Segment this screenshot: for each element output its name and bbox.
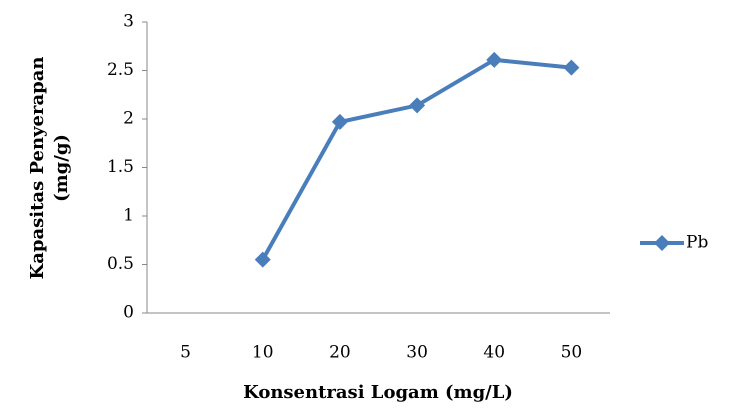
x-tick-label: 30 xyxy=(406,343,428,363)
x-tick-label: 20 xyxy=(329,343,351,363)
data-marker xyxy=(331,113,348,130)
x-tick-label: 10 xyxy=(252,343,274,363)
y-tick-label: 3 xyxy=(123,12,134,32)
y-tick-label: 1 xyxy=(123,206,134,226)
y-tick-label: 0 xyxy=(123,303,134,323)
x-axis-title: Konsentrasi Logam (mg/L) xyxy=(243,382,513,403)
x-tick-label: 40 xyxy=(483,343,505,363)
data-marker xyxy=(563,59,580,76)
y-axis-title-line: Kapasitas Penyerapan xyxy=(27,57,48,280)
y-tick-label: 2 xyxy=(123,109,134,129)
series-line xyxy=(261,57,572,261)
data-marker xyxy=(409,97,426,114)
y-tick-label: 2.5 xyxy=(107,60,134,80)
legend-label: Pb xyxy=(686,233,708,253)
x-tick-label: 5 xyxy=(180,343,191,363)
data-marker xyxy=(254,251,271,268)
data-marker xyxy=(486,51,503,68)
y-tick-label: 0.5 xyxy=(107,254,134,274)
y-tick-label: 1.5 xyxy=(107,157,134,177)
y-axis-title-line: (mg/g) xyxy=(51,134,72,202)
y-axis-title: Kapasitas Penyerapan (mg/g) xyxy=(27,57,72,280)
x-tick-label: 50 xyxy=(561,343,583,363)
legend-marker xyxy=(654,235,670,251)
